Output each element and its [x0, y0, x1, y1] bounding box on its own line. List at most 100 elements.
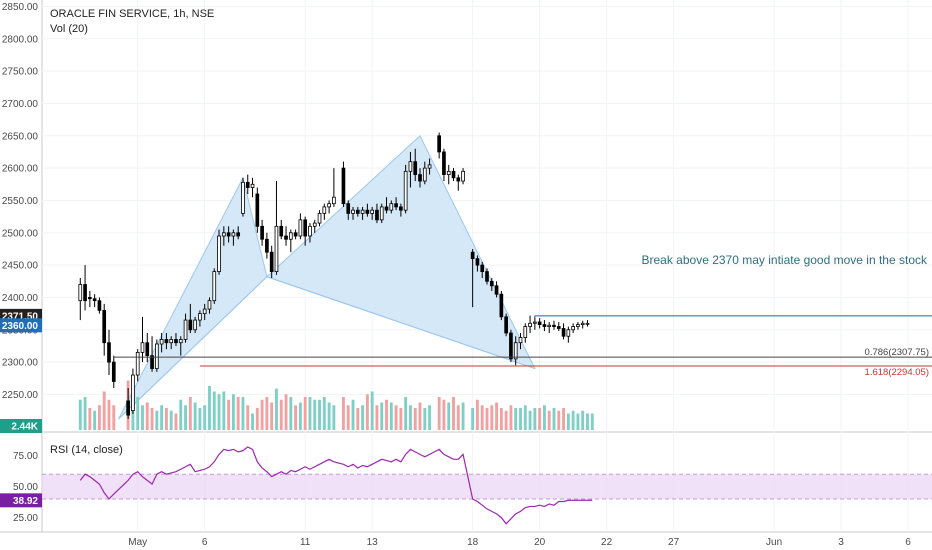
- candle-body: [83, 284, 87, 302]
- volume-bar: [184, 405, 187, 430]
- candle-body: [403, 170, 408, 211]
- candle-body: [92, 298, 97, 302]
- price-tick-label: 2800.00: [2, 34, 39, 45]
- volume-bar: [236, 397, 240, 430]
- candle-body: [408, 161, 413, 172]
- candle-body: [312, 222, 317, 227]
- time-tick-label: 20: [534, 537, 546, 548]
- volume-bar: [227, 399, 231, 430]
- volume-bar: [418, 402, 422, 430]
- time-tick-label: 27: [668, 537, 680, 548]
- candle-body: [528, 322, 532, 327]
- candle-body: [145, 342, 150, 357]
- candle-body: [480, 264, 485, 272]
- candle-body: [250, 183, 255, 188]
- volume-bar: [97, 405, 101, 430]
- candle-body: [111, 361, 116, 382]
- volume-bar: [332, 405, 336, 430]
- candle-body: [509, 332, 513, 360]
- candle-body: [470, 251, 475, 260]
- volume-bar: [519, 408, 522, 430]
- chart-title: ORACLE FIN SERVICE, 1h, NSE: [50, 8, 214, 20]
- price-tick-label: 2300.00: [2, 358, 39, 369]
- volume-bar: [475, 399, 479, 430]
- volume-bar: [112, 405, 116, 430]
- candles: [78, 132, 590, 420]
- candle-body: [379, 206, 384, 221]
- candle-body: [236, 232, 241, 237]
- candle-body: [494, 285, 499, 295]
- candle-body: [365, 209, 370, 214]
- volume-bar: [523, 405, 527, 430]
- rsi-line: [79, 446, 593, 525]
- candle-body: [552, 324, 556, 327]
- candle-body: [279, 225, 284, 237]
- time-tick-label: 11: [300, 537, 311, 548]
- volume-bar: [528, 410, 532, 430]
- volume-bar: [428, 405, 432, 430]
- volume-bar: [275, 388, 278, 430]
- candle-body: [370, 209, 374, 214]
- rsi-band: [42, 474, 932, 499]
- volume-bar: [447, 402, 451, 430]
- volume-bar: [284, 394, 288, 430]
- volume-bar: [88, 408, 92, 430]
- candle-body: [332, 196, 336, 205]
- candle-body: [456, 177, 461, 182]
- candle-body: [303, 219, 308, 237]
- price-tick-label: 2500.00: [2, 228, 39, 239]
- candle-body: [169, 339, 174, 344]
- candle-body: [571, 326, 575, 331]
- volume-bar: [231, 394, 235, 430]
- volume-bar: [198, 408, 202, 430]
- volume-bar: [346, 405, 350, 430]
- candle-body: [308, 225, 312, 237]
- volume-bar: [380, 402, 384, 430]
- pattern-leg-xb: [118, 276, 268, 420]
- time-tick-label: May: [128, 537, 147, 548]
- volume-bar: [265, 397, 269, 430]
- candle-body: [566, 329, 571, 337]
- candle-body: [140, 342, 145, 353]
- candle-body: [351, 209, 355, 214]
- volume-bar: [557, 410, 561, 430]
- volume-bar: [327, 402, 331, 430]
- volume-bar: [246, 405, 250, 430]
- volume-bar: [394, 405, 398, 430]
- volume-bar: [107, 399, 111, 430]
- candle-body: [260, 225, 264, 240]
- volume-bar: [203, 405, 207, 430]
- candle-body: [298, 219, 303, 237]
- candle-body: [475, 258, 480, 266]
- volume-bar: [499, 408, 503, 430]
- volume-bar: [155, 410, 159, 430]
- candle-body: [451, 170, 456, 179]
- time-tick-label: 18: [467, 537, 479, 548]
- candle-body: [155, 343, 159, 369]
- candle-body: [164, 339, 169, 344]
- candle-body: [150, 355, 154, 369]
- candle-body: [485, 271, 489, 282]
- volume-bar: [495, 402, 499, 430]
- fib-level-label: 0.786(2307.75): [865, 347, 929, 358]
- volume-bar: [174, 413, 178, 430]
- price-tick-label: 2250.00: [2, 390, 39, 401]
- candle-body: [78, 284, 83, 302]
- volume-value-badge-bg: [0, 419, 42, 433]
- volume-bar: [480, 405, 484, 430]
- candle-body: [188, 319, 193, 331]
- volume-bar: [590, 413, 594, 430]
- candle-body: [131, 374, 135, 412]
- price-pane-bg: [42, 0, 932, 430]
- volume-bar: [385, 399, 388, 430]
- candle-body: [346, 203, 351, 214]
- volume-bar: [542, 405, 546, 430]
- candle-body: [284, 235, 288, 240]
- price-tick-label: 2850.00: [2, 2, 39, 13]
- volume-bar: [179, 399, 183, 430]
- axes: 2850.002800.002750.002700.002650.002600.…: [0, 2, 911, 548]
- rsi-value-badge: 38.92: [13, 496, 38, 507]
- volume-bar: [370, 391, 374, 430]
- volume-bar: [164, 408, 168, 430]
